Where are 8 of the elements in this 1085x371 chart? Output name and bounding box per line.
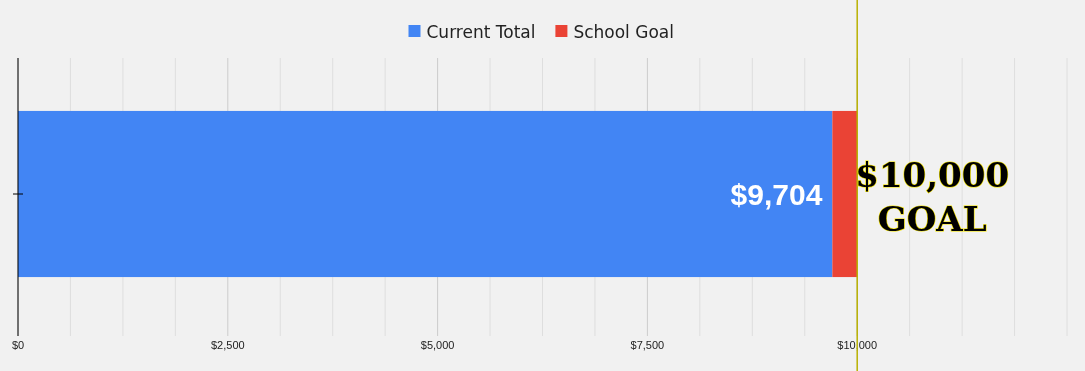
legend-label: School Goal bbox=[573, 21, 674, 42]
legend-label: Current Total bbox=[426, 21, 536, 42]
data-label: $9,704 bbox=[730, 177, 823, 211]
ref-line-label: $10,000 GOAL bbox=[855, 155, 1010, 240]
x-tick-label: $2,500 bbox=[210, 339, 245, 351]
x-tick-label: $5,000 bbox=[420, 339, 455, 351]
x-tick-label: $7,500 bbox=[630, 339, 665, 351]
x-tick-label: $0 bbox=[11, 339, 25, 351]
